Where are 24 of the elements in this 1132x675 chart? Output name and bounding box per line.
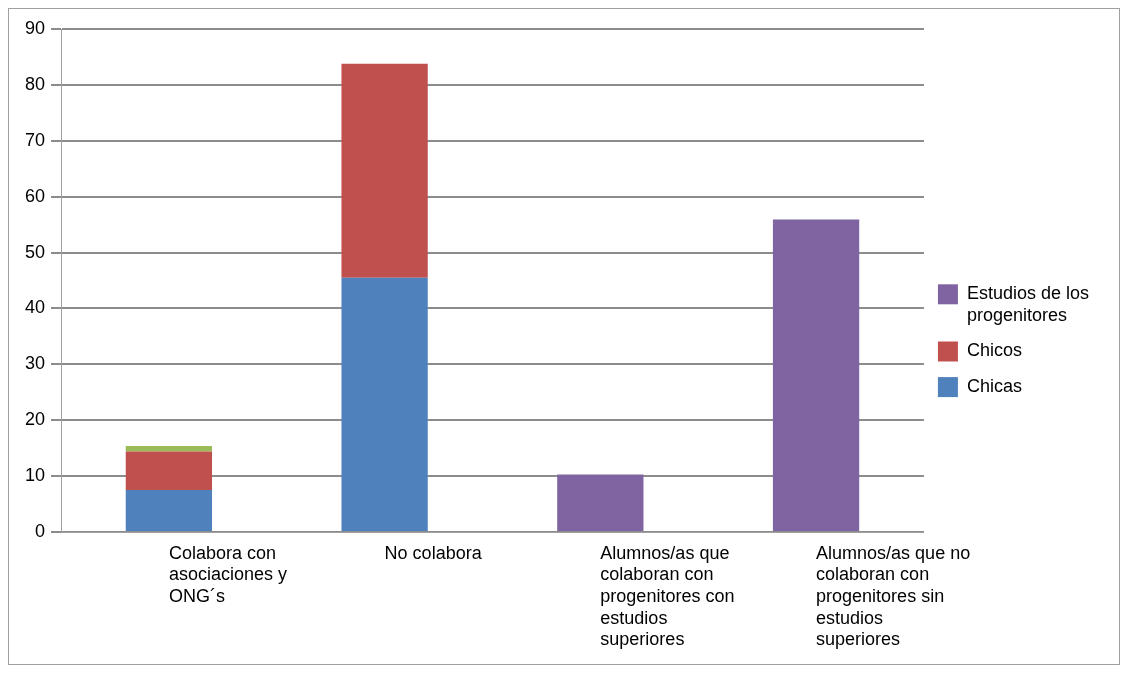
legend-label: Chicos	[966, 340, 1022, 361]
y-tick-label: 70	[24, 129, 46, 150]
y-tick-label: 30	[24, 353, 46, 374]
y-tick-label: 20	[24, 409, 46, 430]
bar	[125, 490, 213, 531]
y-tick-label: 10	[24, 465, 46, 486]
y-tick-label: 80	[24, 73, 46, 94]
bar	[557, 474, 644, 531]
y-tick-label: 50	[24, 241, 46, 262]
y-tick-label: 90	[24, 17, 46, 38]
legend-label: Chicas	[966, 376, 1022, 397]
legend-label: Estudios de los progenitores	[966, 283, 1090, 325]
y-tick-label: 60	[24, 185, 46, 206]
bar	[125, 445, 213, 452]
bar	[772, 219, 860, 531]
x-tick-label: No colabora	[384, 542, 483, 563]
bar	[125, 451, 213, 491]
x-tick-label: Alumnos/as que no colaboran con progenitores sin estudios superiores	[816, 542, 971, 650]
bar	[341, 277, 428, 531]
y-tick-label: 40	[24, 297, 46, 318]
x-tick-label: Alumnos/as que colaboran con progenitores con estudios superiores	[600, 542, 735, 650]
x-tick-label: Colabora con asociaciones y ONG´s	[168, 542, 287, 606]
y-tick-label: 0	[35, 520, 46, 541]
bar	[341, 63, 428, 278]
